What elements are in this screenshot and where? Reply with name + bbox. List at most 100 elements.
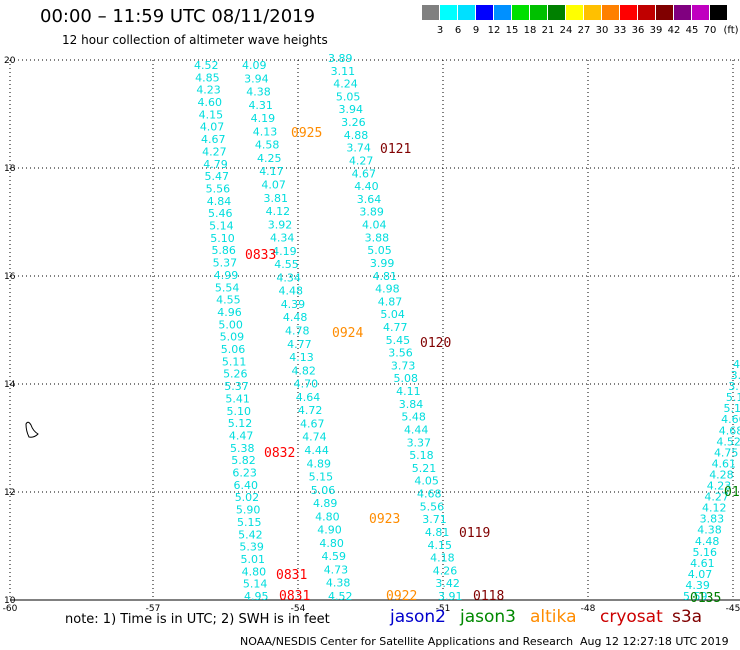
wave-height-label: 4.74 [302, 431, 327, 444]
wave-height-label: 5.48 [401, 411, 426, 424]
wave-height-label: 4.52 [328, 590, 353, 603]
wave-height-label: 5.11 [222, 355, 247, 368]
wave-height-label: 4.13 [253, 125, 278, 138]
wave-height-label: 5.37 [213, 257, 238, 270]
wave-height-label: 3.71 [422, 513, 447, 526]
wave-height-label: 4.67 [300, 417, 325, 430]
wave-height-label: 4.99 [214, 269, 239, 282]
wave-height-label: 3.84 [399, 398, 424, 411]
scale-label: 39 [649, 25, 663, 36]
scale-label: 18 [523, 25, 537, 36]
wave-height-label: 4.48 [279, 285, 304, 298]
wave-height-label: 3.73 [391, 359, 416, 372]
scale-label: 24 [559, 25, 573, 36]
x-tick-label: -57 [146, 604, 161, 614]
wave-height-label: 4.98 [375, 283, 400, 296]
wave-height-label: 3.42 [435, 577, 460, 590]
scale-swatch [512, 5, 529, 20]
wave-height-label: 3.74 [346, 142, 371, 155]
wave-height-label: 4.47 [229, 429, 254, 442]
wave-height-label: 4.67 [201, 133, 226, 146]
wave-height-label: 5.56 [206, 182, 231, 195]
wave-height-label: 3.89 [359, 206, 384, 219]
scale-swatch [674, 5, 691, 20]
wave-height-label: 4.38 [326, 577, 351, 590]
wave-height-label: 5.54 [215, 281, 240, 294]
wave-height-label: 4.73 [324, 563, 349, 576]
wave-height-label: 4.77 [287, 338, 312, 351]
wave-height-label: 5.15 [237, 516, 262, 529]
pass-time-label: 0135 [690, 591, 721, 606]
wave-height-label: 4.25 [257, 152, 282, 165]
wave-height-label: 5.10 [227, 405, 252, 418]
scale-swatch [692, 5, 709, 20]
wave-height-label: 5.14 [209, 220, 234, 233]
legend-note: note: 1) Time is in UTC; 2) SWH is in fe… [65, 612, 330, 627]
wave-height-label: 4.28 [709, 468, 734, 481]
wave-height-label: 4.80 [242, 565, 267, 578]
axis-ticks: -60 -57 -54 -51 -48 -45 20 18 16 14 12 10 [3, 56, 740, 614]
legend-item-altika: altika [530, 607, 577, 627]
wave-height-label: 5.39 [239, 541, 263, 554]
wave-height-label: 4.61 [690, 557, 715, 570]
scale-label: 12 [487, 25, 501, 36]
wave-height-label: 4.15 [428, 539, 453, 552]
wave-height-label: 4.26 [433, 564, 458, 577]
map-grid [9, 59, 740, 601]
wave-height-label: 6.23 [232, 467, 256, 480]
wave-height-label: 5.12 [228, 417, 253, 430]
wave-height-label: 5.42 [238, 528, 262, 541]
wave-height-label: 4.77 [383, 321, 408, 334]
wave-height-label: 4.95 [244, 590, 269, 603]
wave-height-label: 5.09 [220, 331, 245, 344]
wave-height-label: 5.01 [241, 553, 266, 566]
wave-height-label: 5.05 [367, 244, 392, 257]
scale-label: 3 [436, 25, 444, 36]
wave-height-label: 4.59 [322, 550, 347, 563]
pass-time-label: 01 [724, 485, 740, 500]
wave-height-label: 4.60 [197, 96, 222, 109]
wave-height-label: 4.27 [349, 154, 374, 167]
x-tick-label: -60 [3, 604, 18, 614]
map-subtitle: 12 hour collection of altimeter wave hei… [62, 33, 328, 47]
wave-height-label: 4.38 [697, 524, 722, 537]
wave-height-label: 4.72 [298, 404, 323, 417]
pass-time-label: 0121 [380, 142, 411, 157]
altimeter-tracks: 4.524.854.234.604.154.074.674.274.795.47… [194, 52, 740, 603]
footer-timestamp: Aug 12 12:27:18 UTC 2019 [580, 635, 729, 648]
wave-height-label: 4.64 [296, 391, 321, 404]
wave-height-label: 4.07 [688, 568, 713, 581]
wave-height-label: 4.82 [291, 364, 316, 377]
wave-height-label: 4.52 [194, 59, 219, 72]
wave-height-label: 3.26 [341, 116, 366, 129]
wave-height-label: 5.00 [218, 318, 243, 331]
wave-height-label: 5.05 [336, 90, 361, 103]
wave-height-label: 5.56 [420, 500, 445, 513]
wave-height-label: 5.26 [223, 368, 248, 381]
wave-height-label: 5.21 [412, 462, 437, 475]
wave-height-label: 4.44 [304, 444, 329, 457]
wave-height-label: 4.27 [202, 145, 227, 158]
wave-height-label: 3.88 [365, 231, 390, 244]
wave-height-label: 4.48 [695, 535, 720, 548]
wave-height-label: 5.14 [243, 578, 268, 591]
wave-height-label: 4.40 [354, 180, 379, 193]
wave-height-label: 5.16 [693, 546, 718, 559]
scale-label: 42 [667, 25, 681, 36]
wave-height-label: 4.18 [430, 552, 455, 565]
y-tick-label: 12 [4, 488, 15, 498]
wave-height-label: 4.19 [251, 112, 276, 125]
scale-label: 15 [505, 25, 519, 36]
wave-height-label: 4.44 [404, 423, 429, 436]
pass-time-label: 0925 [291, 126, 322, 141]
wave-height-label: 5.45 [386, 334, 411, 347]
wave-height-label: 4.38 [246, 86, 270, 99]
wave-height-label: 5.38 [230, 442, 255, 455]
wave-height-label: 4.27 [704, 491, 729, 504]
wave-height-label: 4.80 [319, 537, 344, 550]
wave-height-label: 4. [733, 358, 740, 371]
wave-height-label: 4.89 [307, 457, 332, 470]
wave-height-label: 3.83 [700, 513, 725, 526]
scale-swatch [584, 5, 601, 20]
pass-labels: 0925 0121 0833 0924 0120 0832 0923 0119 0831 0831… [245, 126, 740, 606]
